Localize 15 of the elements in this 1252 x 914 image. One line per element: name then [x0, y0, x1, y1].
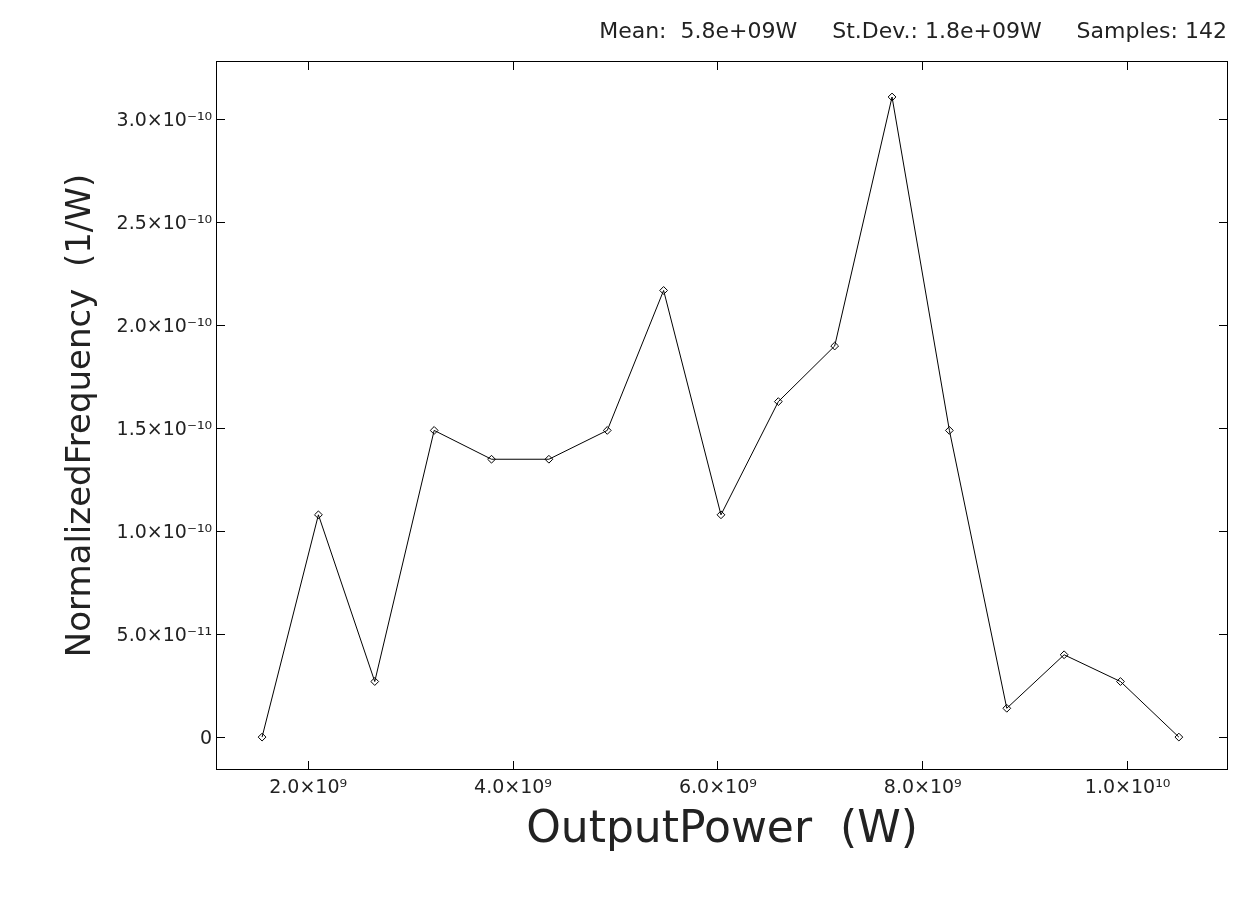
x-tick-label: 8.0×10⁹: [883, 774, 962, 797]
y-tick-label: 3.0×10⁻¹⁰: [116, 108, 213, 131]
y-tick-label: 1.5×10⁻¹⁰: [116, 417, 213, 440]
x-tick-label: 4.0×10⁹: [474, 774, 552, 797]
y-tick-label: 2.0×10⁻¹⁰: [116, 314, 213, 337]
x-axis-title: OutputPower (W): [526, 801, 918, 853]
x-tick-label: 1.0×10¹⁰: [1084, 774, 1171, 797]
y-tick-label: 2.5×10⁻¹⁰: [116, 211, 213, 234]
x-tick-label: 2.0×10⁹: [269, 774, 348, 797]
chart-title: Mean: 5.8e+09W St.Dev.: 1.8e+09W Samples: 142: [599, 18, 1227, 44]
x-tick-label: 6.0×10⁹: [678, 774, 757, 797]
y-tick-label: 0: [200, 725, 213, 748]
y-axis-title: NormalizedFrequency (1/W): [58, 173, 99, 658]
y-tick-label: 1.0×10⁻¹⁰: [116, 519, 213, 542]
y-tick-label: 5.0×10⁻¹¹: [116, 622, 213, 645]
